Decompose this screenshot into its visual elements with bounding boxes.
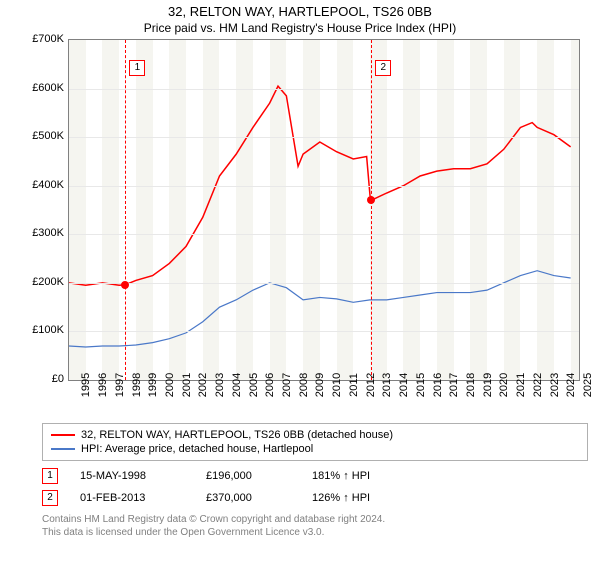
x-tick-label: 2002	[197, 373, 209, 397]
y-tick-label: £0	[52, 373, 64, 385]
marker-line	[125, 40, 126, 380]
x-tick-label: 1998	[131, 373, 143, 397]
x-tick-label: 1995	[80, 373, 92, 397]
sale-price: £196,000	[206, 470, 306, 482]
x-tick-label: 2005	[248, 373, 260, 397]
legend-item: HPI: Average price, detached house, Hart…	[51, 442, 579, 456]
marker-dot	[121, 281, 129, 289]
x-tick-label: 2014	[398, 373, 410, 397]
legend-swatch	[51, 448, 75, 450]
marker-label: 2	[375, 60, 391, 76]
x-tick-label: 2017	[448, 373, 460, 397]
gridline	[69, 283, 579, 284]
sale-row: 1 15-MAY-1998 £196,000 181% ↑ HPI	[42, 465, 588, 487]
gridline	[69, 331, 579, 332]
legend-item: 32, RELTON WAY, HARTLEPOOL, TS26 0BB (de…	[51, 428, 579, 442]
x-tick-label: 1996	[97, 373, 109, 397]
x-tick-label: 2018	[465, 373, 477, 397]
legend-box: 32, RELTON WAY, HARTLEPOOL, TS26 0BB (de…	[42, 423, 588, 461]
gridline	[69, 234, 579, 235]
marker-label: 1	[129, 60, 145, 76]
x-tick-label: 2000	[164, 373, 176, 397]
sale-price: £370,000	[206, 492, 306, 504]
sale-index: 1	[42, 468, 58, 484]
gridline	[69, 137, 579, 138]
marker-line	[371, 40, 372, 380]
x-tick-label: 2004	[231, 373, 243, 397]
sale-date: 01-FEB-2013	[64, 492, 200, 504]
sale-hpi: 181% ↑ HPI	[312, 470, 432, 482]
x-tick-label: 2023	[549, 373, 561, 397]
gridline	[69, 186, 579, 187]
plot-svg	[69, 40, 579, 380]
y-tick-label: £400K	[32, 179, 64, 191]
sale-hpi: 126% ↑ HPI	[312, 492, 432, 504]
y-axis: £0£100K£200K£300K£400K£500K£600K£700K	[20, 39, 68, 379]
x-tick-label: 2011	[348, 373, 360, 397]
legend-label: 32, RELTON WAY, HARTLEPOOL, TS26 0BB (de…	[81, 429, 393, 441]
y-tick-label: £500K	[32, 130, 64, 142]
y-tick-label: £700K	[32, 33, 64, 45]
marker-dot	[367, 196, 375, 204]
y-tick-label: £300K	[32, 227, 64, 239]
chart-subtitle: Price paid vs. HM Land Registry's House …	[0, 21, 600, 35]
x-tick-label: 1997	[114, 373, 126, 397]
x-tick-label: 2013	[381, 373, 393, 397]
x-tick-label: 2015	[415, 373, 427, 397]
footer-line-2: This data is licensed under the Open Gov…	[42, 526, 588, 539]
chart-title: 32, RELTON WAY, HARTLEPOOL, TS26 0BB	[0, 4, 600, 19]
sale-row: 2 01-FEB-2013 £370,000 126% ↑ HPI	[42, 487, 588, 509]
x-tick-label: 2012	[365, 373, 377, 397]
x-tick-label: 2016	[432, 373, 444, 397]
footer-text: Contains HM Land Registry data © Crown c…	[42, 513, 588, 539]
y-tick-label: £200K	[32, 276, 64, 288]
legend-swatch	[51, 434, 75, 436]
footer-line-1: Contains HM Land Registry data © Crown c…	[42, 513, 588, 526]
plot-area: 12	[68, 39, 580, 381]
x-axis: 1995199619971998199920002001200220032004…	[68, 379, 578, 419]
sales-table: 1 15-MAY-1998 £196,000 181% ↑ HPI 2 01-FEB-20…	[42, 465, 588, 509]
gridline	[69, 89, 579, 90]
x-tick-label: 2025	[582, 373, 594, 397]
x-tick-label: 2001	[181, 373, 193, 397]
x-tick-label: 2019	[482, 373, 494, 397]
x-tick-label: 2007	[281, 373, 293, 397]
x-tick-label: 1999	[147, 373, 159, 397]
sale-date: 15-MAY-1998	[64, 470, 200, 482]
x-tick-label: 2021	[515, 373, 527, 397]
x-tick-label: 2006	[264, 373, 276, 397]
sale-index: 2	[42, 490, 58, 506]
legend-label: HPI: Average price, detached house, Hart…	[81, 443, 313, 455]
x-tick-label: 2024	[565, 373, 577, 397]
x-tick-label: 2010	[331, 373, 343, 397]
x-tick-label: 2022	[532, 373, 544, 397]
x-tick-label: 2020	[498, 373, 510, 397]
x-tick-label: 2009	[314, 373, 326, 397]
chart-container: 32, RELTON WAY, HARTLEPOOL, TS26 0BB Pri…	[0, 4, 600, 564]
x-tick-label: 2003	[214, 373, 226, 397]
y-tick-label: £100K	[32, 324, 64, 336]
chart-area: £0£100K£200K£300K£400K£500K£600K£700K 12…	[20, 39, 580, 419]
y-tick-label: £600K	[32, 82, 64, 94]
x-tick-label: 2008	[298, 373, 310, 397]
